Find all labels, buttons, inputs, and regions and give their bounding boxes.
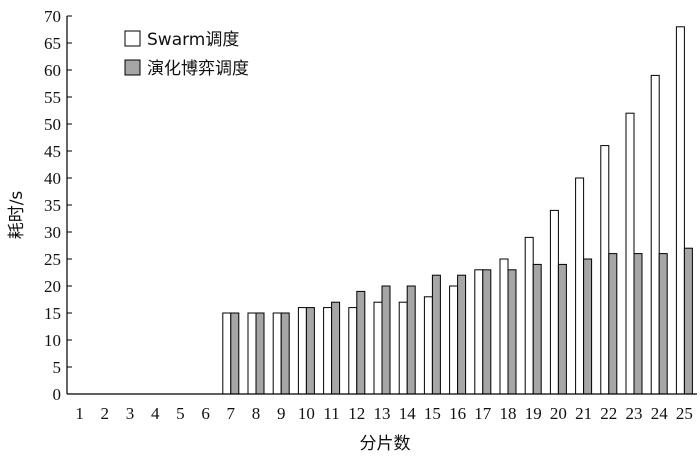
bar-swarm-24	[650, 74, 660, 395]
bar-evolution-8	[255, 312, 265, 395]
x-tick-label-9: 9	[277, 404, 286, 423]
y-tick-label-60: 60	[44, 61, 61, 80]
bar-evolution-16	[457, 274, 467, 395]
bar-swarm-10	[297, 307, 307, 395]
legend-swatch-swarm	[124, 30, 141, 47]
bar-evolution-17	[482, 269, 492, 395]
y-tick-label-65: 65	[44, 34, 61, 53]
x-tick-label-14: 14	[399, 404, 417, 423]
bar-evolution-23	[633, 253, 643, 395]
legend-swatch-evolution	[124, 59, 141, 76]
x-tick-label-8: 8	[252, 404, 261, 423]
bar-swarm-17	[474, 269, 484, 395]
x-tick-label-13: 13	[374, 404, 391, 423]
bar-swarm-21	[575, 177, 585, 395]
x-tick-label-5: 5	[176, 404, 185, 423]
x-tick-label-16: 16	[449, 404, 466, 423]
x-tick-label-25: 25	[676, 404, 693, 423]
x-tick-label-18: 18	[500, 404, 517, 423]
bar-swarm-8	[247, 312, 257, 395]
x-tick-label-17: 17	[474, 404, 492, 423]
x-tick-label-20: 20	[550, 404, 567, 423]
bar-evolution-12	[356, 290, 366, 395]
x-tick-label-19: 19	[525, 404, 542, 423]
y-tick-label-20: 20	[44, 277, 61, 296]
y-tick-label-45: 45	[44, 142, 61, 161]
x-tick-label-10: 10	[298, 404, 315, 423]
x-tick-label-11: 11	[323, 404, 339, 423]
bar-swarm-16	[449, 285, 459, 395]
bar-evolution-25	[683, 247, 693, 395]
bar-evolution-24	[658, 253, 668, 395]
bar-evolution-14	[406, 285, 416, 395]
y-tick-label-35: 35	[44, 196, 61, 215]
y-tick-label-40: 40	[44, 169, 61, 188]
x-tick-label-6: 6	[201, 404, 210, 423]
bar-evolution-19	[532, 263, 542, 395]
bar-evolution-18	[507, 269, 517, 395]
y-tick-label-70: 70	[44, 7, 61, 26]
y-tick-label-15: 15	[44, 304, 61, 323]
bar-swarm-14	[398, 301, 408, 395]
legend-label-evolution: 演化博弈调度	[147, 59, 249, 79]
bar-evolution-22	[608, 253, 618, 395]
x-tick-label-23: 23	[626, 404, 643, 423]
bars-layer	[222, 26, 693, 395]
bar-evolution-15	[431, 274, 441, 395]
bar-swarm-23	[625, 112, 635, 395]
x-tick-label-22: 22	[600, 404, 617, 423]
bar-swarm-22	[600, 145, 610, 395]
x-tick-label-24: 24	[651, 404, 669, 423]
bar-swarm-9	[272, 312, 282, 395]
x-axis-title: 分片数	[360, 434, 411, 454]
legend-label-swarm: Swarm调度	[147, 30, 239, 50]
bar-swarm-19	[524, 236, 534, 395]
legend: Swarm调度 演化博弈调度	[124, 30, 249, 79]
x-tick-label-7: 7	[227, 404, 236, 423]
bar-swarm-11	[323, 307, 333, 395]
y-tick-label-50: 50	[44, 115, 61, 134]
bar-evolution-20	[557, 263, 567, 395]
x-tick-label-15: 15	[424, 404, 441, 423]
y-axis-title: 耗时/s	[7, 191, 27, 240]
bar-swarm-15	[423, 296, 433, 395]
x-tick-label-4: 4	[151, 404, 160, 423]
x-tick-label-2: 2	[101, 404, 110, 423]
x-tick-label-12: 12	[348, 404, 365, 423]
bar-swarm-12	[348, 307, 358, 395]
bar-evolution-7	[230, 312, 240, 395]
x-tick-label-21: 21	[575, 404, 592, 423]
y-tick-label-10: 10	[44, 331, 61, 350]
bar-evolution-9	[280, 312, 290, 395]
y-tick-label-5: 5	[53, 358, 62, 377]
bar-swarm-25	[675, 26, 685, 395]
bar-evolution-11	[331, 301, 341, 395]
y-tick-label-0: 0	[53, 385, 62, 404]
bar-swarm-7	[222, 312, 232, 395]
x-tick-label-1: 1	[75, 404, 84, 423]
bar-evolution-13	[381, 285, 391, 395]
y-tick-label-30: 30	[44, 223, 61, 242]
x-tick-label-3: 3	[126, 404, 135, 423]
bar-evolution-21	[583, 258, 593, 395]
bar-swarm-20	[549, 209, 559, 395]
bar-evolution-10	[305, 307, 315, 395]
bar-swarm-18	[499, 258, 509, 395]
bar-swarm-13	[373, 301, 383, 395]
y-tick-label-25: 25	[44, 250, 61, 269]
y-tick-label-55: 55	[44, 88, 61, 107]
